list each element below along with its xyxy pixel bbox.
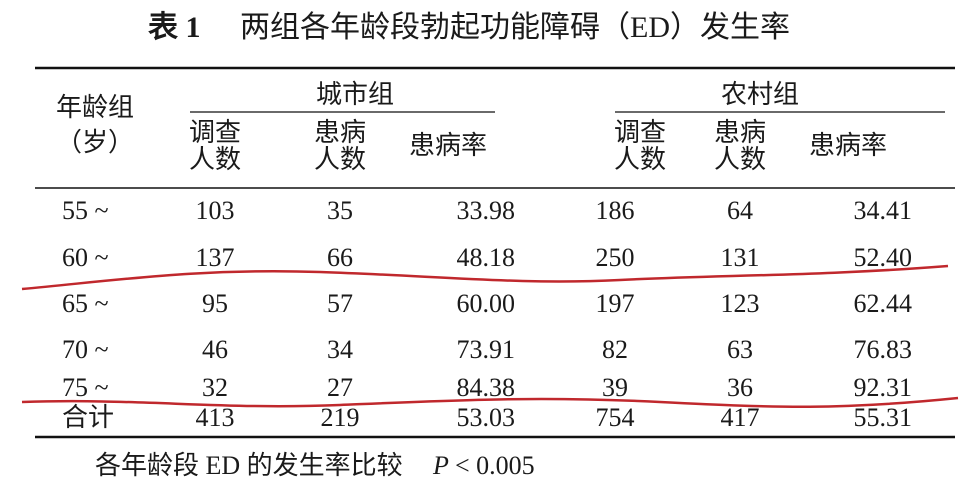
cell: 46 <box>202 335 228 364</box>
cell: 55.31 <box>854 403 913 432</box>
column-header: 人数 <box>614 145 666 174</box>
row-label: 75 ~ <box>62 373 109 402</box>
group-header: 农村组 <box>721 80 799 109</box>
annotation-stroke <box>21 396 959 409</box>
cell: 66 <box>327 243 353 272</box>
group-header: 城市组 <box>316 80 394 109</box>
cell: 34 <box>327 335 353 364</box>
cell: 95 <box>202 289 228 318</box>
cell: 186 <box>596 196 635 225</box>
cell: 64 <box>727 196 753 225</box>
cell: 131 <box>721 243 760 272</box>
cell: 137 <box>196 243 235 272</box>
column-header: 调查 <box>189 118 241 147</box>
cell: 35 <box>327 196 353 225</box>
cell: 36 <box>727 373 753 402</box>
annotation-stroke <box>21 264 949 291</box>
cell: 48.18 <box>457 243 516 272</box>
footnote-p: P <box>432 451 449 480</box>
cell: 103 <box>196 196 235 225</box>
column-header: 患病率 <box>809 131 887 160</box>
cell: 39 <box>602 373 628 402</box>
cell: 62.44 <box>854 289 913 318</box>
cell: 413 <box>196 403 235 432</box>
cell: 76.83 <box>854 335 913 364</box>
row-label: 55 ~ <box>62 196 109 225</box>
footnote-condition: < 0.005 <box>455 451 535 480</box>
table-title: 两组各年龄段勃起功能障碍（ED）发生率 <box>240 11 790 44</box>
cell: 53.03 <box>457 403 516 432</box>
cell: 57 <box>327 289 353 318</box>
cell: 84.38 <box>457 373 516 402</box>
cell: 123 <box>721 289 760 318</box>
column-header: 患病率 <box>409 131 487 160</box>
row-label: 70 ~ <box>62 335 109 364</box>
column-header: 调查 <box>614 118 666 147</box>
cell: 754 <box>596 403 635 432</box>
cell: 219 <box>321 403 360 432</box>
row-label: 合计 <box>62 403 114 432</box>
cell: 92.31 <box>854 373 913 402</box>
cell: 27 <box>327 373 353 402</box>
cell: 63 <box>727 335 753 364</box>
cell: 197 <box>596 289 635 318</box>
cell: 34.41 <box>854 196 913 225</box>
row-label: 65 ~ <box>62 289 109 318</box>
footnote: 各年龄段 ED 的发生率比较 <box>95 451 403 480</box>
cell: 73.91 <box>457 335 516 364</box>
column-header: 患病 <box>314 118 366 147</box>
column-header: 人数 <box>714 145 766 174</box>
column-header: 患病 <box>714 118 766 147</box>
cell: 52.40 <box>854 243 913 272</box>
table-label: 表 1 <box>148 11 201 44</box>
age-header: 年龄组 <box>56 93 134 122</box>
cell: 60.00 <box>457 289 516 318</box>
cell: 32 <box>202 373 228 402</box>
column-header: 人数 <box>189 145 241 174</box>
column-header: 人数 <box>314 145 366 174</box>
cell: 82 <box>602 335 628 364</box>
cell: 417 <box>721 403 760 432</box>
row-label: 60 ~ <box>62 243 109 272</box>
age-header: （岁） <box>56 128 134 157</box>
cell: 33.98 <box>457 196 516 225</box>
cell: 250 <box>596 243 635 272</box>
